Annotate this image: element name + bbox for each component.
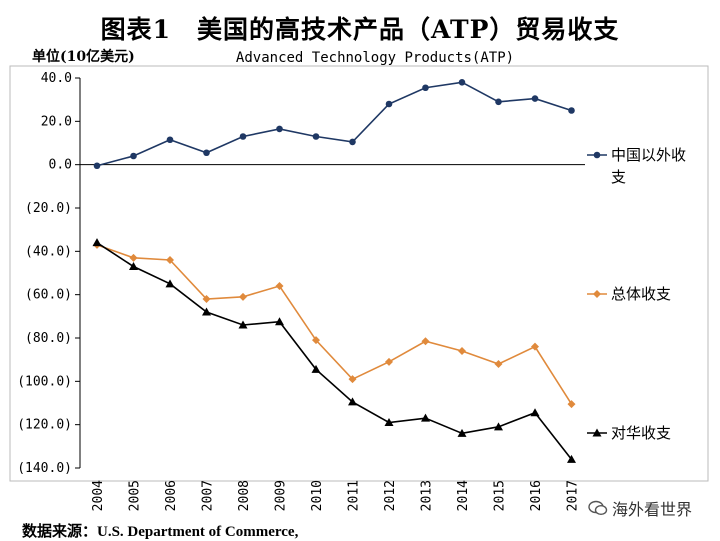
- data-point-2: [92, 238, 102, 247]
- x-tick-label: 2010: [310, 480, 325, 511]
- x-tick-label: 2013: [420, 480, 435, 511]
- legend-label: 总体收支: [611, 285, 671, 303]
- x-tick-label: 2015: [493, 480, 508, 511]
- y-tick-label: (40.0): [25, 244, 72, 259]
- data-point-0: [93, 162, 101, 170]
- wechat-icon: [588, 500, 608, 516]
- x-tick-label: 2007: [201, 480, 216, 511]
- x-tick-label: 2004: [91, 480, 106, 511]
- y-tick-label: (60.0): [25, 288, 72, 303]
- data-point-2: [165, 279, 175, 288]
- y-tick-label: (140.0): [17, 461, 72, 476]
- data-point-2: [530, 408, 540, 417]
- watermark: 海外看世界: [588, 496, 692, 520]
- x-tick-label: 2014: [456, 480, 471, 511]
- data-point-0: [495, 98, 502, 106]
- data-point-1: [458, 347, 466, 355]
- data-point-2: [129, 262, 138, 270]
- plot-frame: [9, 65, 709, 482]
- data-point-0: [349, 138, 356, 146]
- legend-label: 中国以外收支: [611, 146, 686, 186]
- x-tick-label: 2009: [274, 480, 289, 511]
- data-point-0: [239, 133, 247, 140]
- data-point-0: [312, 133, 320, 140]
- chart-title: 图表1 美国的高技术产品（ATP）贸易收支: [100, 15, 620, 44]
- data-point-0: [385, 100, 393, 108]
- data-point-2: [494, 422, 503, 431]
- chart-subtitle: Advanced Technology Products(ATP): [235, 50, 515, 66]
- data-point-2: [348, 397, 357, 406]
- data-point-0: [130, 152, 137, 160]
- data-point-1: [129, 253, 138, 262]
- y-tick-label: 20.0: [41, 114, 72, 129]
- data-point-1: [494, 360, 503, 368]
- data-point-2: [421, 413, 430, 422]
- y-tick-label: (80.0): [25, 331, 72, 346]
- data-point-1: [348, 375, 357, 384]
- data-point-1: [239, 292, 247, 301]
- data-point-1: [166, 256, 174, 264]
- x-tick-label: 2012: [383, 480, 398, 511]
- x-tick-label: 2006: [164, 480, 179, 511]
- data-point-2: [384, 418, 394, 426]
- data-point-2: [567, 454, 576, 463]
- data-point-0: [568, 107, 575, 114]
- x-tick-label: 2016: [529, 480, 544, 511]
- x-tick-label: 2017: [566, 480, 581, 511]
- data-point-1: [202, 295, 211, 303]
- data-point-1: [385, 357, 393, 366]
- data-point-2: [311, 364, 321, 373]
- legend-marker: [592, 428, 602, 437]
- data-point-1: [567, 400, 576, 409]
- y-tick-label: 0.0: [49, 158, 72, 173]
- data-point-2: [238, 320, 248, 329]
- data-point-0: [276, 125, 283, 133]
- y-tick-label: (20.0): [25, 201, 72, 216]
- watermark-text: 海外看世界: [612, 500, 693, 519]
- legend-label: 对华收支: [611, 424, 671, 442]
- data-point-1: [312, 336, 320, 345]
- data-point-0: [531, 95, 539, 102]
- y-axis-label: 单位(10亿美元): [32, 49, 135, 65]
- data-point-0: [458, 79, 466, 86]
- data-point-1: [531, 342, 539, 351]
- series-line-1: [96, 244, 573, 405]
- data-point-2: [457, 428, 467, 437]
- x-tick-label: 2008: [237, 480, 252, 511]
- legend-marker: [593, 151, 601, 159]
- data-point-1: [275, 282, 284, 290]
- data-point-2: [202, 307, 211, 316]
- data-point-0: [203, 149, 210, 157]
- series-line-2: [96, 241, 573, 460]
- data-point-1: [421, 337, 430, 346]
- y-tick-label: 40.0: [41, 71, 72, 86]
- legend-entry-2: 对华收支: [587, 424, 671, 442]
- x-tick-label: 2011: [347, 480, 362, 511]
- data-point-0: [166, 136, 174, 144]
- data-point-0: [422, 84, 429, 92]
- series-line-0: [96, 81, 572, 167]
- data-point-2: [275, 317, 284, 326]
- data-source: 数据来源：U.S. Department of Commerce,: [22, 524, 299, 540]
- legend-entry-1: 总体收支: [587, 285, 671, 303]
- legend-entry-0: 中国以外收支: [587, 146, 686, 186]
- x-tick-label: 2005: [128, 480, 143, 511]
- y-tick-label: (100.0): [17, 374, 72, 389]
- y-tick-label: (120.0): [17, 418, 72, 433]
- legend-marker: [593, 290, 601, 298]
